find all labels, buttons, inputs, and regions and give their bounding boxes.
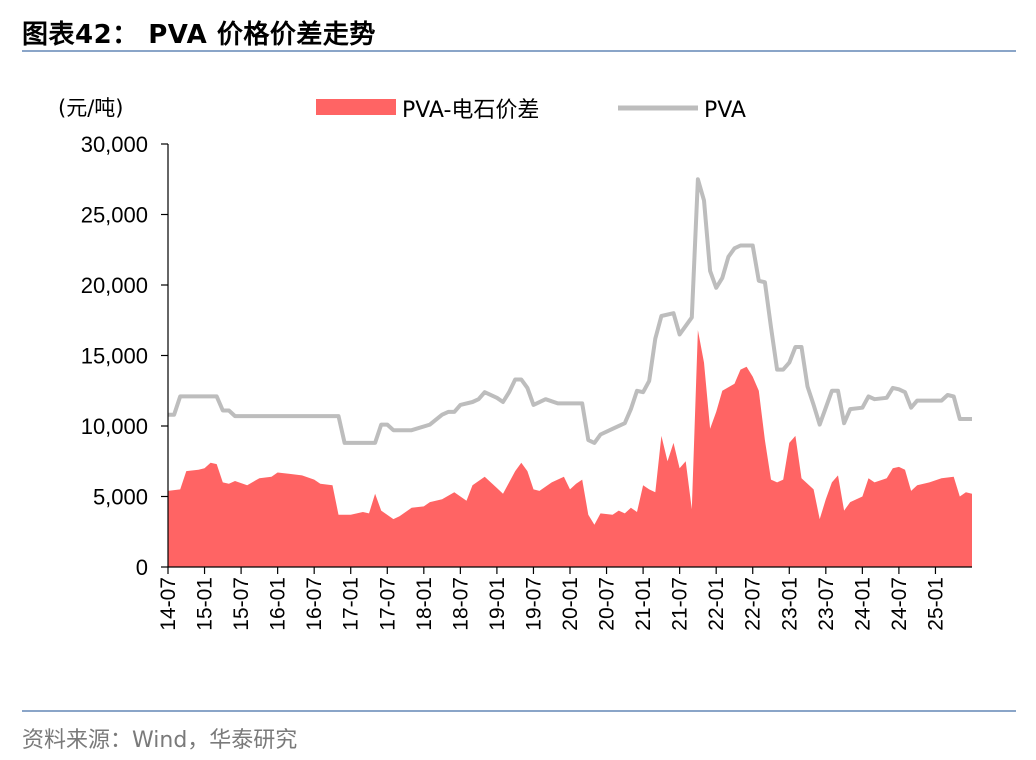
series-line-pva xyxy=(168,177,972,445)
y-tick-label: 25,000 xyxy=(81,203,148,228)
x-tick-label: 17-01 xyxy=(340,577,363,631)
source-note: 资料来源：Wind，华泰研究 xyxy=(22,728,298,753)
plot-area: 0 5,000 10,000 15,000 20,000 25,000 30,000 14-0… xyxy=(58,96,972,631)
series-area-pva-spread xyxy=(168,330,972,567)
x-tick-label: 22-07 xyxy=(742,577,765,631)
footer-divider xyxy=(22,710,1016,712)
pva-chart: 0 5,000 10,000 15,000 20,000 25,000 30,000 14-0… xyxy=(58,96,972,631)
page-title: 图表42： PVA 价格价差走势 xyxy=(22,20,376,50)
y-tick-label: 5,000 xyxy=(93,485,148,510)
y-tick-label: 20,000 xyxy=(81,273,148,298)
y-axis-unit-label: (元/吨) xyxy=(58,96,123,120)
x-tick-label: 17-07 xyxy=(376,577,399,631)
legend-label-spread: PVA-电石价差 xyxy=(402,98,539,123)
x-tick-label: 25-01 xyxy=(924,577,947,631)
title-divider xyxy=(22,50,1016,52)
x-tick-label: 24-07 xyxy=(888,577,911,631)
y-tick-label: 30,000 xyxy=(81,132,148,157)
x-tick-label: 15-01 xyxy=(194,577,217,631)
x-tick-label: 16-07 xyxy=(303,577,326,631)
legend-swatch-spread xyxy=(316,99,396,115)
x-tick-label: 19-07 xyxy=(522,577,545,631)
x-tick-label: 24-01 xyxy=(851,577,874,631)
x-tick-label: 15-07 xyxy=(230,577,253,631)
x-tick-label: 18-01 xyxy=(413,577,436,631)
x-tick-label: 21-07 xyxy=(669,577,692,631)
y-tick-label: 10,000 xyxy=(81,414,148,439)
x-tick-label: 20-07 xyxy=(596,577,619,631)
legend-label-pva: PVA xyxy=(704,98,746,123)
x-tick-label: 23-07 xyxy=(815,577,838,631)
x-tick-label: 14-07 xyxy=(157,577,180,631)
x-tick-label: 22-01 xyxy=(705,577,728,631)
y-tick-label: 0 xyxy=(136,555,148,580)
x-tick-label: 23-01 xyxy=(778,577,801,631)
x-tick-label: 21-01 xyxy=(632,577,655,631)
y-tick-label: 15,000 xyxy=(81,344,148,369)
x-tick-label: 16-01 xyxy=(267,577,290,631)
x-tick-label: 18-07 xyxy=(449,577,472,631)
x-tick-label: 20-01 xyxy=(559,577,582,631)
x-tick-label: 19-01 xyxy=(486,577,509,631)
